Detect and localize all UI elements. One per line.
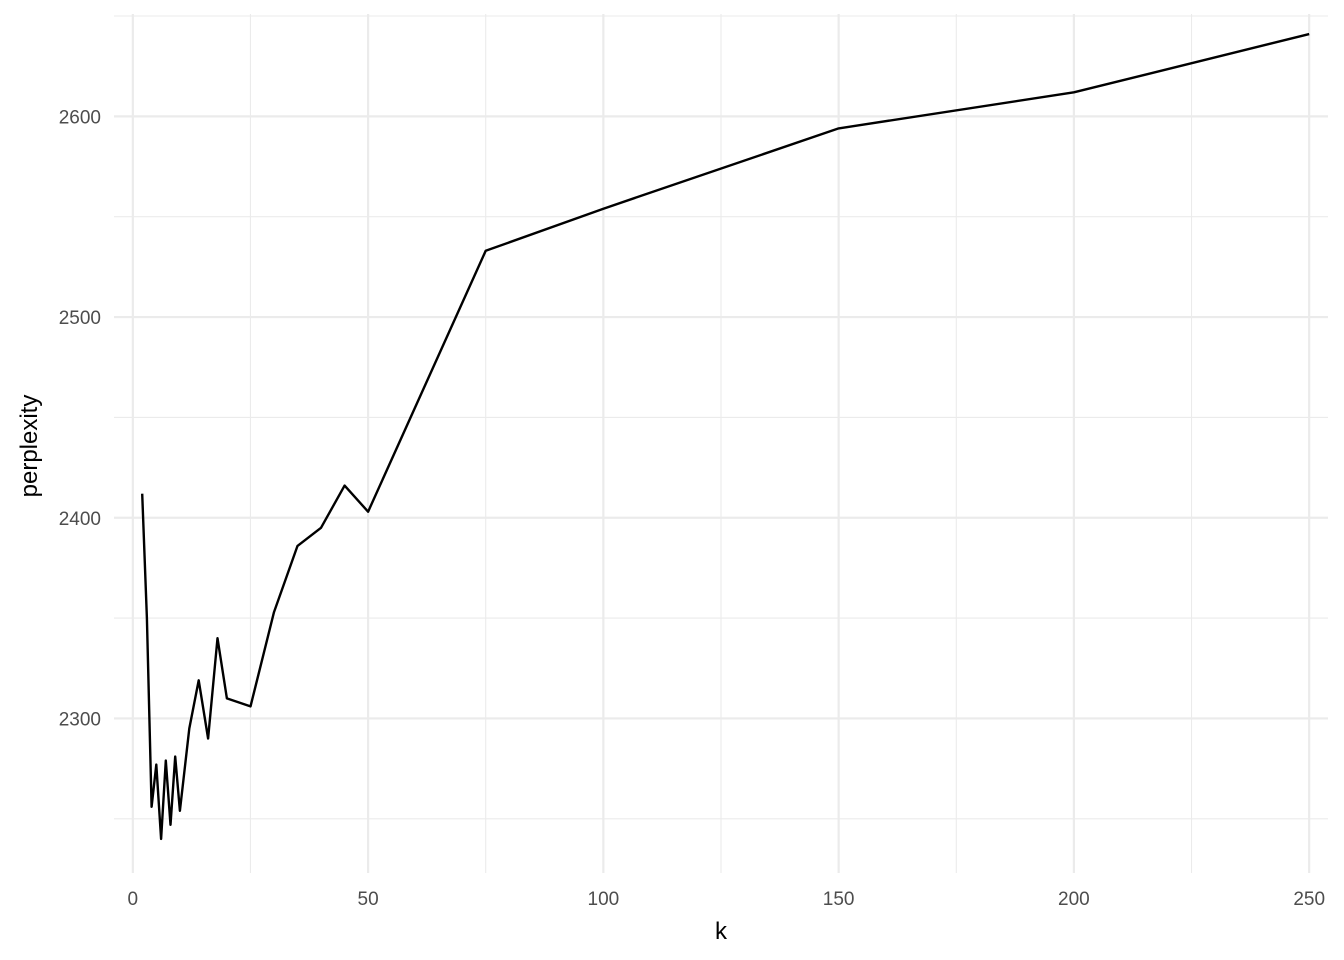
x-tick-label: 100 <box>588 889 620 910</box>
y-tick-label: 2300 <box>59 709 101 730</box>
y-tick-label: 2600 <box>59 107 101 128</box>
x-tick-label: 0 <box>128 889 139 910</box>
major-gridlines <box>114 14 1328 873</box>
x-tick-label: 50 <box>358 889 379 910</box>
x-tick-label: 250 <box>1293 889 1325 910</box>
y-tick-label: 2500 <box>59 308 101 329</box>
y-axis-ticks: 2300 2400 2500 2600 <box>59 107 101 730</box>
series-group <box>141 32 1310 841</box>
y-axis-title: perplexity <box>16 395 43 498</box>
minor-gridlines <box>114 14 1328 873</box>
x-tick-label: 200 <box>1058 889 1090 910</box>
series-line <box>141 32 1310 841</box>
x-axis-title: k <box>715 918 728 945</box>
y-tick-label: 2400 <box>59 509 101 530</box>
x-axis-ticks: 0 50 100 150 200 250 <box>128 889 1325 910</box>
x-tick-label: 150 <box>823 889 855 910</box>
